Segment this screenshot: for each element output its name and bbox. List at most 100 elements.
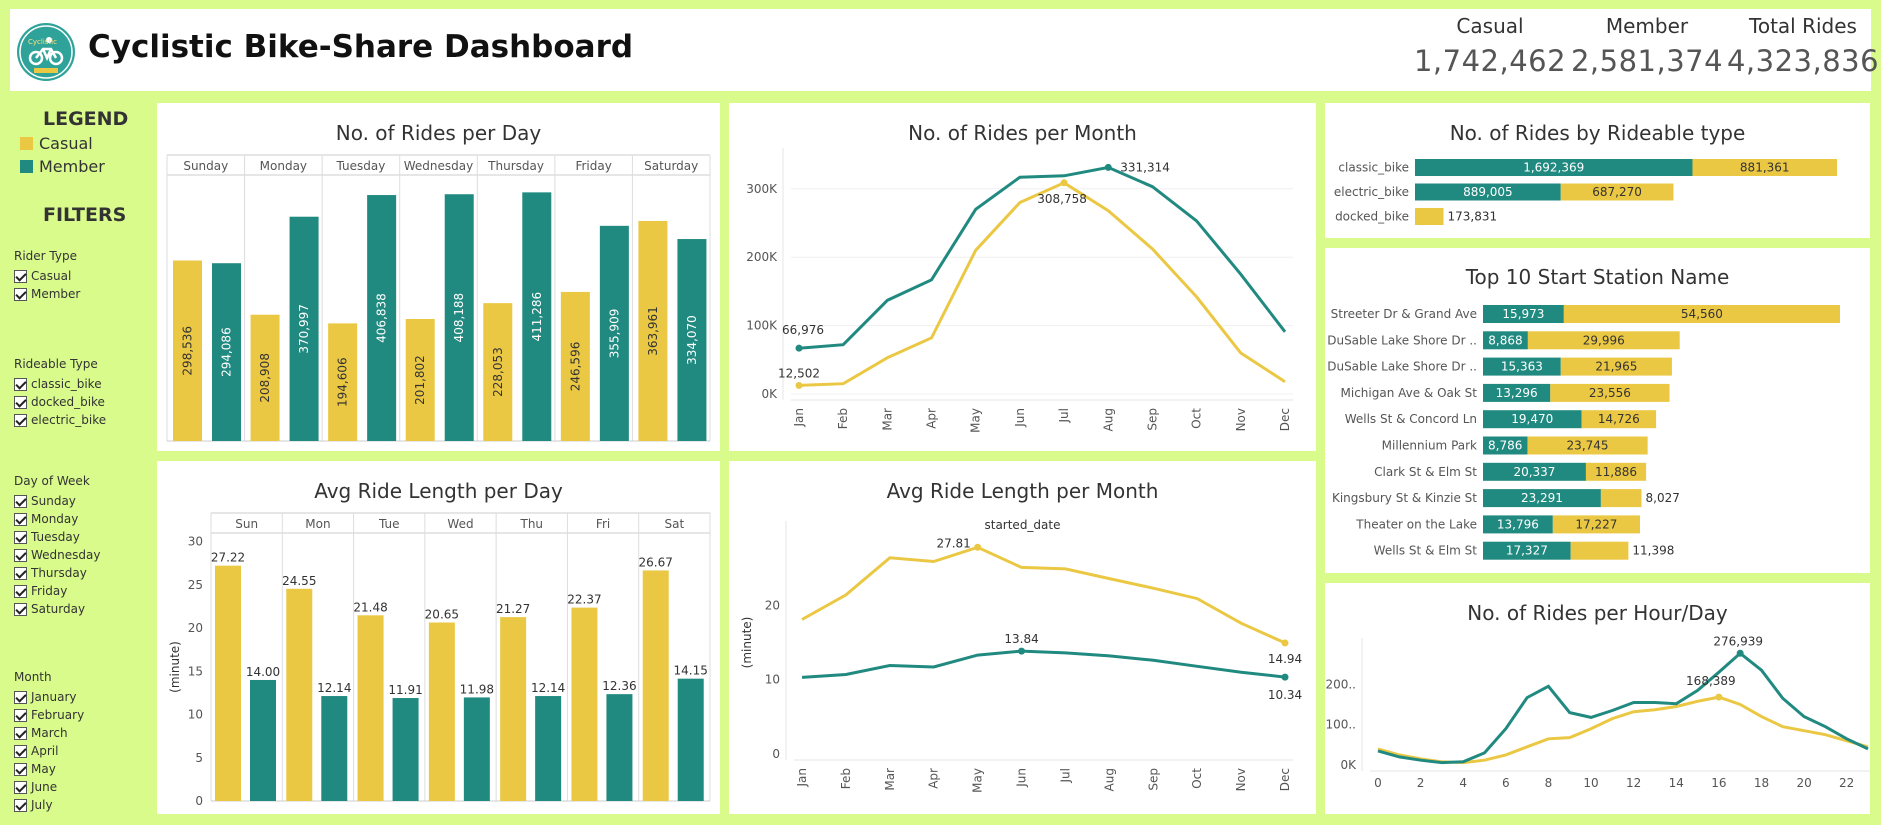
- bar-segment-casual: [1560, 183, 1674, 201]
- avg-ride-length-day-chart: 0 5 10 15 20 25 30 (minute) Sun 27.22 14.00 Mon 24.5…: [168, 512, 711, 808]
- chart-title: No. of Rides per Hour/Day: [1467, 601, 1728, 625]
- bar-segment-member: [1483, 410, 1582, 429]
- annotation-label: 13.84: [1004, 632, 1038, 646]
- annotation-marker: [1281, 639, 1289, 647]
- bar-casual: [405, 319, 435, 441]
- bar-member: [535, 696, 562, 801]
- checkbox-checked-icon[interactable]: [14, 287, 27, 301]
- x-tick-label: Jan: [792, 408, 806, 428]
- legend-casual-label: Casual: [39, 134, 93, 153]
- checkbox-checked-icon[interactable]: [14, 726, 27, 740]
- category-header: Tuesday: [336, 159, 386, 173]
- filter-item[interactable]: Thursday: [14, 564, 100, 582]
- annotation-marker: [1060, 179, 1068, 187]
- checkbox-checked-icon[interactable]: [14, 494, 27, 508]
- bar-member: [444, 194, 474, 441]
- category-label: Millennium Park: [1382, 439, 1477, 453]
- chart-title: No. of Rides per Month: [908, 121, 1137, 145]
- panel-top10-stations: Top 10 Start Station Name Streeter Dr & …: [1325, 248, 1870, 573]
- panel-avg-ride-length-month: Avg Ride Length per Month started_date 0…: [729, 461, 1316, 814]
- bar-casual: [571, 607, 598, 801]
- filter-item[interactable]: Saturday: [14, 600, 100, 618]
- checkbox-checked-icon[interactable]: [14, 269, 27, 283]
- y-tick-label: 0K: [761, 387, 778, 401]
- bar-value-label: 21.27: [496, 602, 530, 616]
- bar-value-label: 26.67: [639, 555, 673, 569]
- filter-item-label: May: [31, 762, 56, 776]
- bar-member: [606, 694, 633, 801]
- y-tick-label: 25: [188, 578, 203, 592]
- filter-item[interactable]: docked_bike: [14, 393, 106, 411]
- filter-item[interactable]: Casual: [14, 267, 80, 285]
- filter-item[interactable]: Sunday: [14, 492, 100, 510]
- filter-item[interactable]: January: [14, 688, 84, 706]
- filter-item[interactable]: classic_bike: [14, 375, 106, 393]
- bar-value-label: 11,398: [1632, 544, 1674, 558]
- chart-title: No. of Rides per Day: [335, 121, 542, 145]
- bar-value-label: 54,560: [1681, 307, 1723, 321]
- bar-value-label: 24.55: [282, 574, 316, 588]
- checkbox-checked-icon[interactable]: [14, 548, 27, 562]
- legend-member-label: Member: [39, 157, 105, 176]
- checkbox-checked-icon[interactable]: [14, 584, 27, 598]
- bar-segment-member: [1415, 183, 1561, 201]
- filter-item-label: Wednesday: [31, 548, 101, 562]
- filter-item[interactable]: March: [14, 724, 84, 742]
- checkbox-checked-icon[interactable]: [14, 377, 27, 391]
- checkbox-checked-icon[interactable]: [14, 798, 27, 812]
- filter-day-of-week: Day of Week Sunday Monday Tuesday Wednes…: [14, 474, 100, 618]
- checkbox-checked-icon[interactable]: [14, 780, 27, 794]
- filter-item[interactable]: February: [14, 706, 84, 724]
- filter-item-label: Saturday: [31, 602, 86, 616]
- filter-group-title: Rideable Type: [14, 357, 98, 371]
- checkbox-checked-icon[interactable]: [14, 708, 27, 722]
- y-tick-label: 0K: [1340, 758, 1357, 772]
- filter-item[interactable]: April: [14, 742, 84, 760]
- bar-segment-member: [1415, 159, 1693, 176]
- y-tick-label: 0: [772, 747, 780, 761]
- bar-value-label: 14.15: [674, 664, 708, 678]
- filter-item[interactable]: June: [14, 778, 84, 796]
- category-header: Sunday: [183, 159, 228, 173]
- x-tick-label: 6: [1502, 776, 1510, 790]
- checkbox-checked-icon[interactable]: [14, 602, 27, 616]
- checkbox-checked-icon[interactable]: [14, 413, 27, 427]
- x-tick-label: 14: [1669, 776, 1684, 790]
- annotation-label: 276,939: [1713, 634, 1763, 648]
- checkbox-checked-icon[interactable]: [14, 744, 27, 758]
- bar-value-label: 8,027: [1646, 491, 1680, 505]
- bar-value-label: 17,327: [1506, 544, 1548, 558]
- filter-item-label: Casual: [31, 269, 72, 283]
- checkbox-checked-icon[interactable]: [14, 395, 27, 409]
- filter-item[interactable]: May: [14, 760, 84, 778]
- checkbox-checked-icon[interactable]: [14, 690, 27, 704]
- filter-item[interactable]: Tuesday: [14, 528, 100, 546]
- bar-segment-member: [1483, 515, 1553, 534]
- annotation-marker: [1018, 647, 1026, 655]
- checkbox-checked-icon[interactable]: [14, 530, 27, 544]
- x-tick-label: 2: [1417, 776, 1425, 790]
- category-header: Friday: [575, 159, 611, 173]
- cyclistic-logo: Cyclistic: [17, 23, 75, 81]
- bar-value-label: 370,997: [297, 304, 311, 354]
- kpi-casual-value: 1,742,462: [1413, 44, 1567, 78]
- filter-group-title: Day of Week: [14, 474, 90, 488]
- filter-item[interactable]: Wednesday: [14, 546, 100, 564]
- checkbox-checked-icon[interactable]: [14, 762, 27, 776]
- filter-item[interactable]: Member: [14, 285, 80, 303]
- bar-member: [392, 698, 419, 801]
- bar-value-label: 1,692,369: [1523, 161, 1584, 175]
- filter-item[interactable]: Friday: [14, 582, 100, 600]
- checkbox-checked-icon[interactable]: [14, 566, 27, 580]
- category-label: DuSable Lake Shore Dr ..: [1327, 333, 1477, 347]
- annotation-marker: [1736, 649, 1744, 657]
- category-header: Sun: [235, 517, 258, 531]
- bar-segment-casual: [1415, 208, 1444, 225]
- filter-item[interactable]: Monday: [14, 510, 100, 528]
- filter-item[interactable]: electric_bike: [14, 411, 106, 429]
- filter-item[interactable]: July: [14, 796, 84, 814]
- checkbox-checked-icon[interactable]: [14, 512, 27, 526]
- filter-item-label: Sunday: [31, 494, 76, 508]
- annotation-label: 66,976: [782, 323, 824, 337]
- bar-value-label: 411,286: [530, 292, 544, 342]
